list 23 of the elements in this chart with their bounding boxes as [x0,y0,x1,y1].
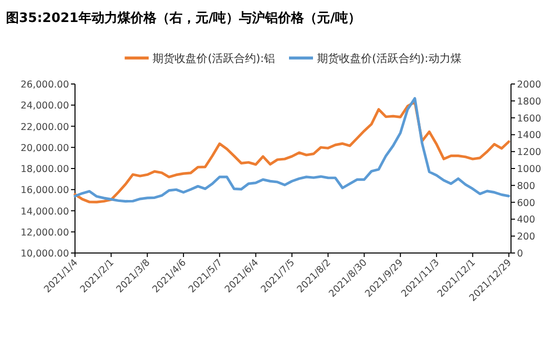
y-tick-label: 22,000.00 [20,122,69,133]
y-tick-label: 12,000.00 [20,227,69,238]
y2-tick-label: 800 [517,180,536,192]
y2-tick-label: 400 [517,214,536,226]
y-tick-label: 16,000.00 [20,185,69,196]
y2-tick-label: 1000 [517,164,542,175]
y-tick-label: 14,000.00 [20,206,69,218]
y2-tick-label: 600 [517,198,536,209]
y-tick-label: 18,000.00 [20,164,69,175]
y-tick-label: 20,000.00 [20,142,69,154]
y-tick-label: 10,000.00 [20,248,69,260]
y-tick-label: 24,000.00 [20,100,69,112]
y2-tick-label: 2000 [517,80,542,90]
legend-label: 期货收盘价(活跃合约):动力煤 [317,52,462,65]
y2-tick-label: 200 [517,232,536,243]
y2-tick-label: 1600 [517,113,542,124]
legend-label: 期货收盘价(活跃合约):铝 [152,52,275,65]
chart-title: 图35:2021年动力煤价格（右，元/吨）与沪铝价格（元/吨） [6,10,361,26]
y2-tick-label: 0 [517,248,524,260]
y2-tick-label: 1200 [517,147,542,158]
y-tick-label: 26,000.00 [20,80,69,90]
y2-tick-label: 1800 [517,96,542,108]
y2-tick-label: 1400 [517,130,542,142]
